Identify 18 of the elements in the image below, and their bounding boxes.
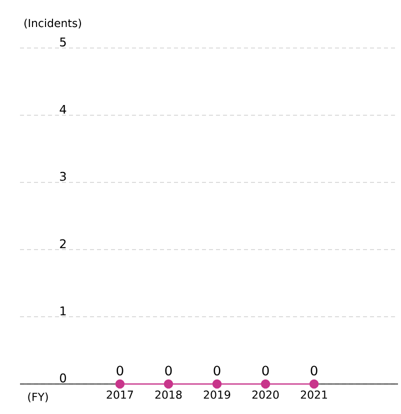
y-tick-label: 3 (60, 172, 66, 181)
x-tick-label: 2019 (204, 390, 230, 399)
y-tick-label: 4 (60, 104, 66, 114)
data-label: 0 (262, 366, 269, 376)
data-label: 0 (116, 366, 124, 376)
x-tick-label: 2021 (300, 390, 327, 399)
y-tick-label: 2 (60, 239, 66, 248)
y-tick-label: 5 (60, 38, 66, 46)
y-tick-label: 1 (60, 306, 66, 316)
y-axis-title: (Incidents) (24, 18, 82, 28)
x-tick-label: 2020 (252, 390, 279, 399)
x-tick-label: 2018 (155, 390, 182, 399)
data-label: 0 (165, 366, 172, 376)
y-tick-label: 0 (60, 373, 66, 382)
data-label: 0 (214, 366, 220, 376)
x-tick-label: 2017 (106, 390, 133, 399)
data-label: 0 (310, 366, 318, 376)
x-axis-title: (FY) (28, 392, 48, 402)
